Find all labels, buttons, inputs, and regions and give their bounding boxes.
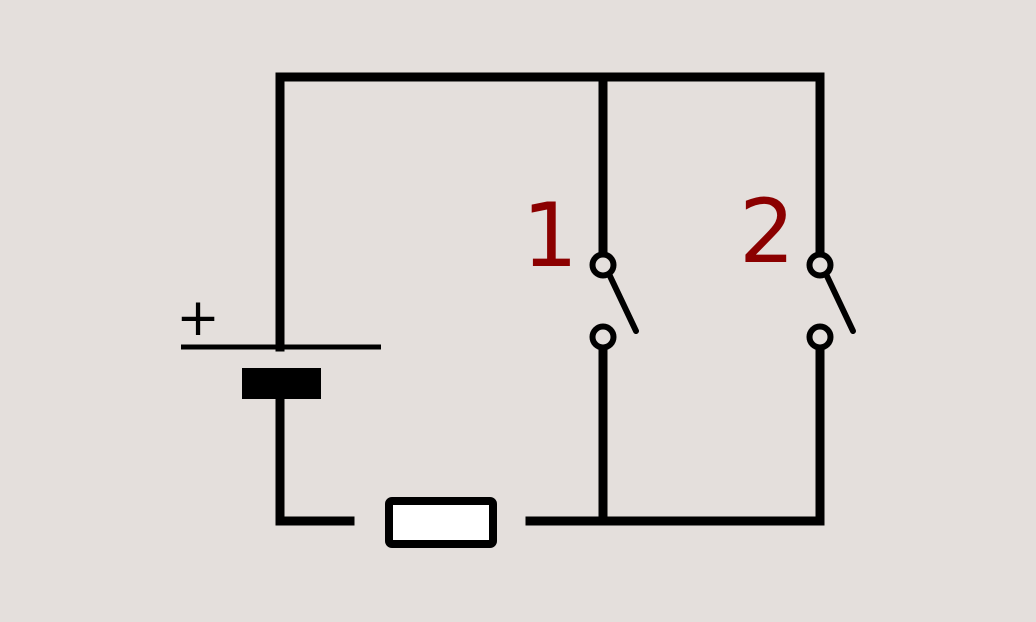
switch-2-top-contact	[806, 251, 834, 279]
wire-top	[275, 72, 825, 352]
battery-plus-label: +	[176, 288, 220, 348]
switch-1-bottom-contact	[589, 323, 617, 351]
battery	[181, 344, 381, 399]
switch-2	[806, 251, 856, 351]
switch-2-lever	[823, 271, 856, 334]
wire-bottom-left	[275, 390, 355, 526]
switch-2-label: 2	[739, 180, 795, 283]
switch-2-bottom-contact	[806, 323, 834, 351]
wire-right-lower	[525, 340, 825, 526]
switch-1-top-contact	[589, 251, 617, 279]
switch-1	[589, 251, 639, 351]
battery-negative-plate	[242, 368, 321, 399]
resistor	[385, 497, 497, 548]
switch-1-lever	[606, 271, 639, 334]
switch-1-label: 1	[522, 184, 578, 287]
